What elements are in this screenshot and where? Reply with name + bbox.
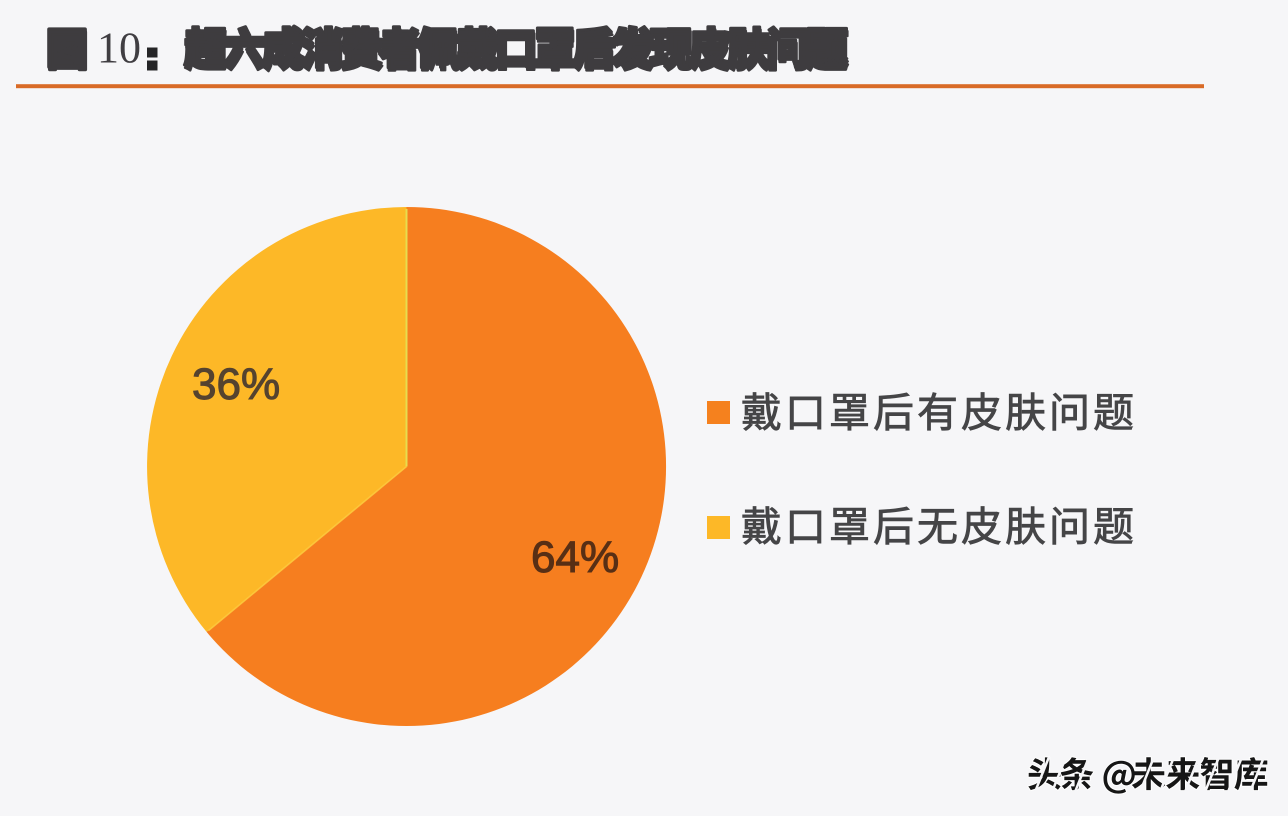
svg-text:10: 10 (97, 24, 141, 73)
svg-text:64%: 64% (531, 533, 619, 582)
svg-text:36%: 36% (192, 360, 280, 409)
